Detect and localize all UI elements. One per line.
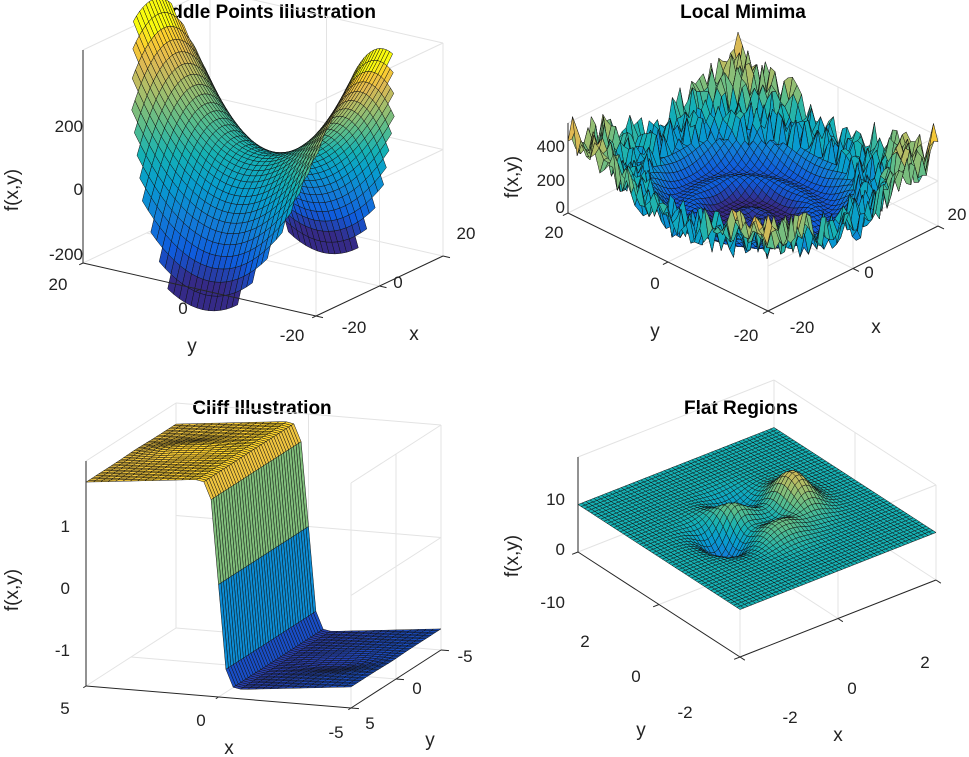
z-axis-label: f(x,y) xyxy=(2,169,23,211)
surface-patch xyxy=(303,161,313,182)
z-tick-label: 200 xyxy=(537,171,565,190)
surface-plot xyxy=(85,421,442,690)
y-tick-label: -20 xyxy=(734,326,759,345)
y-tick-label: 5 xyxy=(365,714,374,733)
z-tick-label: -200 xyxy=(49,245,83,264)
x-tick-label: -20 xyxy=(342,318,367,337)
z-tick-label: -1 xyxy=(55,641,70,660)
chart-title: Saddle Points Illustration xyxy=(148,2,376,23)
y-tick-label: 0 xyxy=(412,679,421,698)
y-axis-label: y xyxy=(650,321,660,342)
x-tick-label: 0 xyxy=(196,711,205,730)
surface-patch xyxy=(336,89,346,108)
z-tick-label: 200 xyxy=(55,117,83,136)
tick-mark xyxy=(379,285,387,289)
chart-title: Cliff Illustration xyxy=(192,398,331,419)
x-tick-label: 20 xyxy=(457,224,476,243)
z-tick-label: 0 xyxy=(556,198,565,217)
y-axis-label: y xyxy=(187,336,197,357)
tick-mark xyxy=(937,225,945,230)
tick-mark xyxy=(311,315,317,319)
x-tick-label: 0 xyxy=(393,273,402,292)
z-tick-label: 0 xyxy=(61,579,70,598)
x-tick-label: -20 xyxy=(790,318,815,337)
surface-patch xyxy=(261,245,271,265)
y-tick-label: 0 xyxy=(650,274,659,293)
z-axis-label: f(x,y) xyxy=(502,156,523,198)
tick-mark xyxy=(78,262,84,266)
tick-mark xyxy=(195,289,200,292)
saddle-points-chart: Saddle Points Illustration 200 0 -200 20… xyxy=(2,0,475,357)
chart-title: Local Mimima xyxy=(680,2,806,23)
tick-mark xyxy=(440,649,449,652)
surface-plot xyxy=(577,427,937,610)
tick-mark xyxy=(852,268,860,272)
surface-patch xyxy=(312,142,322,163)
tick-mark xyxy=(350,707,359,710)
z-tick-label: 1 xyxy=(61,517,70,536)
x-tick-label: 5 xyxy=(60,699,69,718)
surface-patch xyxy=(348,66,359,84)
surface-patch xyxy=(324,114,334,135)
y-axis-label: y xyxy=(425,730,435,751)
z-axis-label: f(x,y) xyxy=(2,569,23,611)
tick-mark xyxy=(762,310,769,314)
x-axis-label: x xyxy=(409,324,419,345)
tick-mark xyxy=(442,255,451,259)
z-tick-label: 400 xyxy=(537,137,565,156)
grid-line xyxy=(567,37,739,124)
y-tick-label: 20 xyxy=(545,223,564,242)
y-tick-label: -5 xyxy=(457,647,472,666)
z-tick-label: 0 xyxy=(74,180,83,199)
y-tick-label: 20 xyxy=(49,275,68,294)
y-tick-label: 0 xyxy=(178,299,187,318)
x-tick-label: -5 xyxy=(328,723,343,742)
surface-plot xyxy=(131,0,395,312)
x-axis-label: x xyxy=(224,738,234,757)
tick-mark xyxy=(662,261,669,265)
tick-mark xyxy=(395,678,404,681)
tick-mark xyxy=(315,315,324,319)
flat-regions-chart: Flat Regions 10 0 -10 2 0 -2 -2 0 2 y x … xyxy=(502,379,942,746)
tick-mark xyxy=(767,310,775,315)
y-tick-label: -20 xyxy=(280,326,305,345)
x-axis-label: x xyxy=(871,317,881,338)
x-tick-label: 0 xyxy=(864,263,873,282)
x-tick-label: 20 xyxy=(948,205,967,224)
local-minima-chart: Local Mimima 400 200 0 20 0 -20 -20 0 20… xyxy=(502,2,966,345)
surface-plot xyxy=(567,31,939,259)
cliff-illustration-chart: Cliff Illustration 1 0 -1 5 0 -5 5 0 -5 … xyxy=(2,398,473,757)
tick-mark xyxy=(83,685,87,689)
